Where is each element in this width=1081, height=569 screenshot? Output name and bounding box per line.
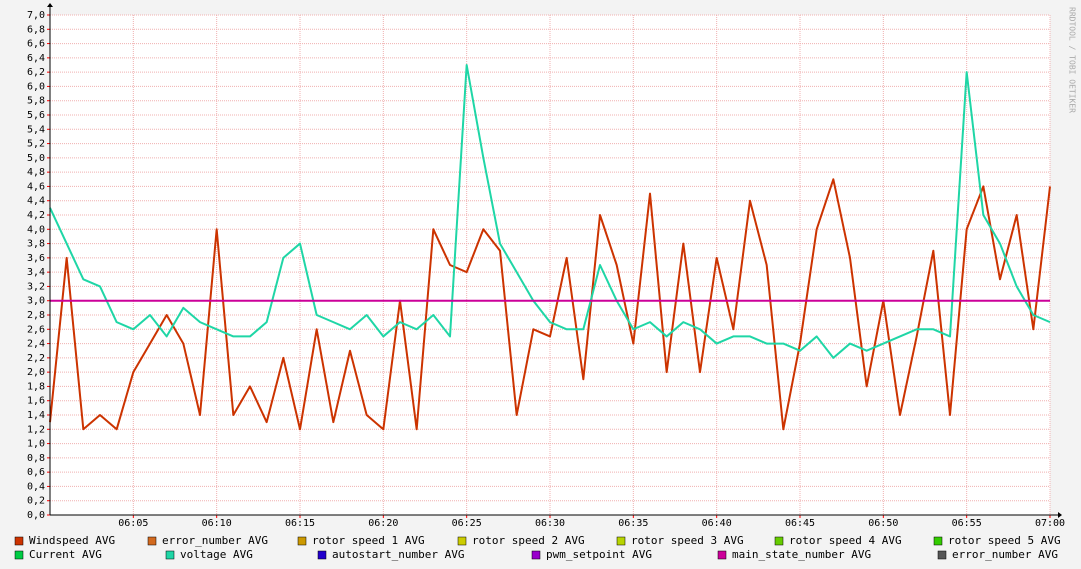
y-tick-label: 2,0 — [27, 367, 45, 378]
legend-swatch — [14, 550, 24, 560]
x-tick-label: 06:45 — [785, 518, 815, 529]
legend-label: Windspeed AVG — [29, 534, 115, 547]
y-tick-label: 3,2 — [27, 281, 45, 292]
x-tick-label: 06:10 — [202, 518, 232, 529]
x-tick-label: 06:35 — [618, 518, 648, 529]
x-tick-label: 06:20 — [368, 518, 398, 529]
y-tick-label: 6,6 — [27, 39, 45, 50]
y-tick-label: 6,2 — [27, 67, 45, 78]
y-tick-label: 6,4 — [27, 53, 45, 64]
y-tick-label: 0,2 — [27, 496, 45, 507]
legend-label: Current AVG — [29, 548, 102, 561]
axis-arrow — [1058, 512, 1062, 518]
y-tick-label: 4,4 — [27, 196, 45, 207]
watermark: RRDTOOL / TOBI OETIKER — [1068, 7, 1077, 113]
y-tick-label: 3,0 — [27, 296, 45, 307]
y-tick-label: 2,4 — [27, 339, 45, 350]
y-tick-label: 0,6 — [27, 467, 45, 478]
y-tick-label: 3,4 — [27, 267, 45, 278]
legend-label: error_number AVG — [162, 534, 268, 547]
x-tick-label: 06:30 — [535, 518, 565, 529]
legend-label: voltage AVG — [180, 548, 253, 561]
x-tick-label: 06:40 — [702, 518, 732, 529]
y-tick-label: 7,0 — [27, 10, 45, 21]
legend-swatch — [165, 550, 175, 560]
legend-label: rotor speed 4 AVG — [789, 534, 902, 547]
legend-label: pwm_setpoint AVG — [546, 548, 652, 561]
y-tick-label: 6,8 — [27, 24, 45, 35]
y-tick-label: 4,6 — [27, 181, 45, 192]
legend-swatch — [774, 536, 784, 546]
y-tick-label: 1,2 — [27, 424, 45, 435]
legend-label: main_state_number AVG — [732, 548, 871, 561]
y-tick-label: 5,2 — [27, 139, 45, 150]
y-tick-label: 4,8 — [27, 167, 45, 178]
legend-label: autostart_number AVG — [332, 548, 464, 561]
y-tick-label: 1,6 — [27, 396, 45, 407]
x-tick-label: 06:55 — [952, 518, 982, 529]
x-tick-label: 07:00 — [1035, 518, 1065, 529]
y-tick-label: 1,4 — [27, 410, 45, 421]
legend-swatch — [531, 550, 541, 560]
y-tick-label: 2,6 — [27, 324, 45, 335]
legend-swatch — [937, 550, 947, 560]
legend-swatch — [14, 536, 24, 546]
legend-label: rotor speed 2 AVG — [472, 534, 585, 547]
y-tick-label: 5,4 — [27, 124, 45, 135]
y-tick-label: 1,8 — [27, 381, 45, 392]
y-tick-label: 0,8 — [27, 453, 45, 464]
x-tick-label: 06:15 — [285, 518, 315, 529]
legend-label: error_number AVG — [952, 548, 1058, 561]
legend-swatch — [147, 536, 157, 546]
legend-swatch — [933, 536, 943, 546]
y-tick-label: 2,2 — [27, 353, 45, 364]
y-tick-label: 5,8 — [27, 96, 45, 107]
legend-label: rotor speed 1 AVG — [312, 534, 425, 547]
y-tick-label: 4,0 — [27, 224, 45, 235]
x-tick-label: 06:50 — [868, 518, 898, 529]
y-tick-label: 3,6 — [27, 253, 45, 264]
series-line — [49, 64, 1051, 359]
axis-arrow — [47, 3, 53, 7]
y-tick-label: 0,0 — [27, 510, 45, 521]
y-tick-label: 5,0 — [27, 153, 45, 164]
y-tick-label: 6,0 — [27, 81, 45, 92]
legend-swatch — [717, 550, 727, 560]
y-tick-label: 5,6 — [27, 110, 45, 121]
legend-swatch — [457, 536, 467, 546]
legend-label: rotor speed 5 AVG — [948, 534, 1061, 547]
x-tick-label: 06:25 — [452, 518, 482, 529]
legend-swatch — [297, 536, 307, 546]
legend-label: rotor speed 3 AVG — [631, 534, 744, 547]
y-tick-label: 0,4 — [27, 481, 45, 492]
legend-swatch — [317, 550, 327, 560]
y-tick-label: 3,8 — [27, 239, 45, 250]
x-tick-label: 06:05 — [118, 518, 148, 529]
legend-swatch — [616, 536, 626, 546]
y-tick-label: 2,8 — [27, 310, 45, 321]
y-tick-label: 4,2 — [27, 210, 45, 221]
y-tick-label: 1,0 — [27, 439, 45, 450]
